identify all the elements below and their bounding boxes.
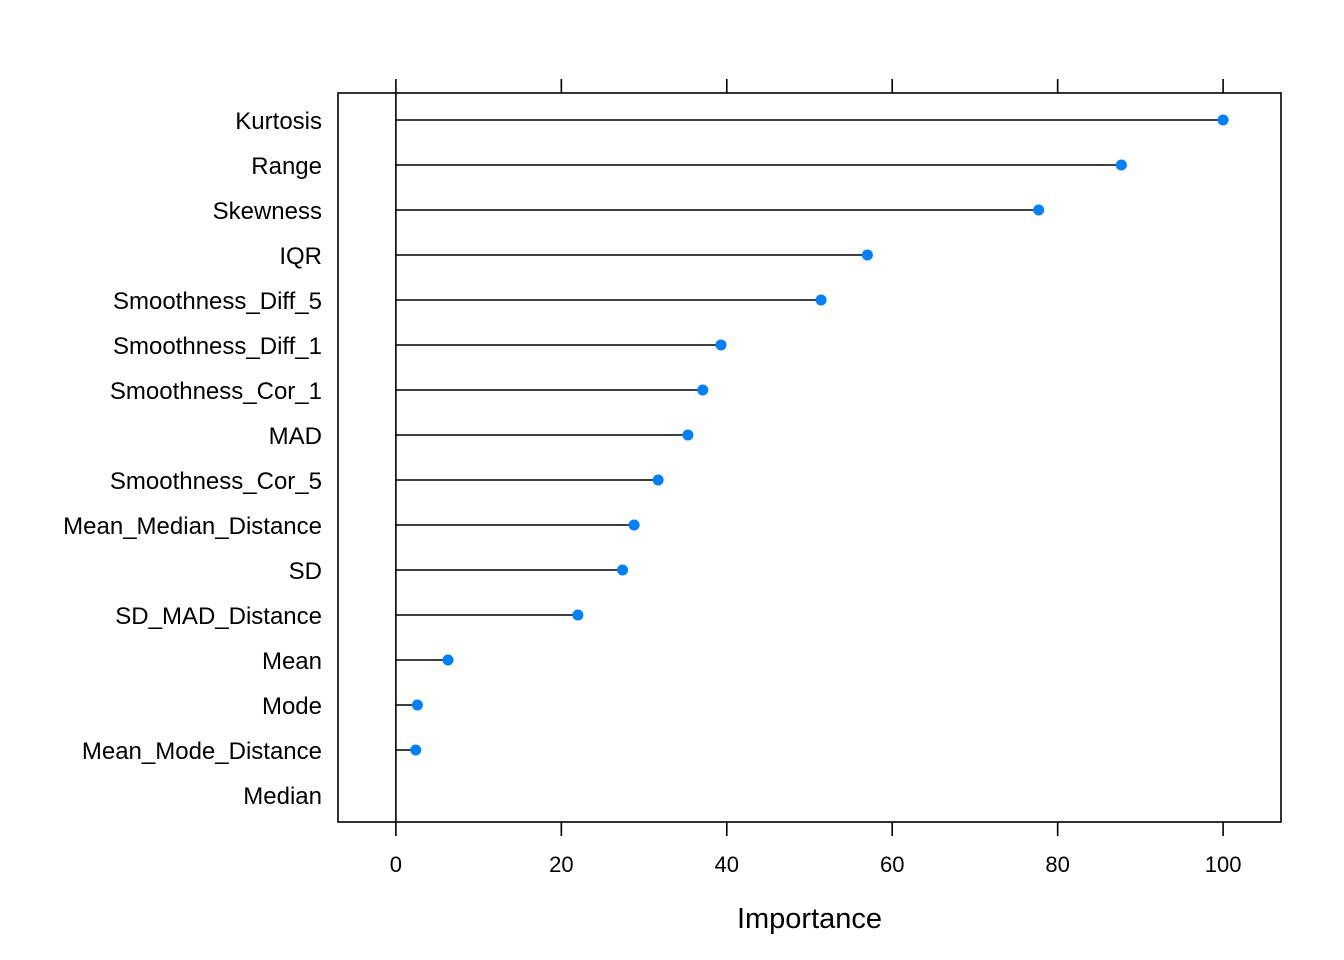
x-tick-label: 40: [715, 852, 739, 877]
category-label: Skewness: [213, 198, 322, 225]
category-label: SD: [289, 558, 322, 585]
lollipop-point: [1115, 159, 1127, 171]
category-label: Smoothness_Diff_1: [113, 333, 322, 360]
x-tick-label: 60: [880, 852, 904, 877]
lollipop-point: [572, 609, 584, 621]
plot-frame: [337, 92, 1282, 823]
x-tick-label: 80: [1045, 852, 1069, 877]
lollipop-point: [442, 654, 454, 666]
lollipop-point: [652, 474, 664, 486]
x-tick-label: 20: [549, 852, 573, 877]
category-label: MAD: [269, 423, 322, 450]
lollipop-point: [411, 699, 423, 711]
category-label: Mean_Mode_Distance: [82, 738, 322, 765]
x-axis-ticks: 0 20 40 60 80 100: [390, 79, 1242, 877]
lollipop-point: [628, 519, 640, 531]
lollipop-point: [715, 339, 727, 351]
lollipop-point: [815, 294, 827, 306]
lollipop-point: [410, 744, 422, 756]
category-label: Mean_Median_Distance: [63, 513, 322, 540]
category-label: IQR: [279, 243, 322, 270]
category-label: Smoothness_Cor_1: [110, 378, 322, 405]
category-label: SD_MAD_Distance: [115, 603, 322, 630]
category-label: Median: [243, 783, 322, 810]
category-label: Mean: [262, 648, 322, 675]
x-axis-title: Importance: [737, 903, 882, 935]
category-label: Mode: [262, 693, 322, 720]
lollipop-segments: [395, 119, 1224, 751]
category-label: Smoothness_Cor_5: [110, 468, 322, 495]
lollipop-point: [1217, 114, 1229, 126]
x-tick-label: 100: [1205, 852, 1242, 877]
category-label: Smoothness_Diff_5: [113, 288, 322, 315]
lollipop-points: [410, 114, 1229, 756]
lollipop-point: [617, 564, 629, 576]
category-label: Range: [251, 153, 322, 180]
category-labels: Kurtosis Range Skewness IQR Smoothness_Diff_…: [63, 108, 322, 810]
lollipop-point: [697, 384, 709, 396]
category-label: Kurtosis: [235, 108, 322, 135]
x-tick-label: 0: [390, 852, 402, 877]
lollipop-point: [1033, 204, 1045, 216]
lollipop-point: [682, 429, 694, 441]
lollipop-point: [861, 249, 873, 261]
